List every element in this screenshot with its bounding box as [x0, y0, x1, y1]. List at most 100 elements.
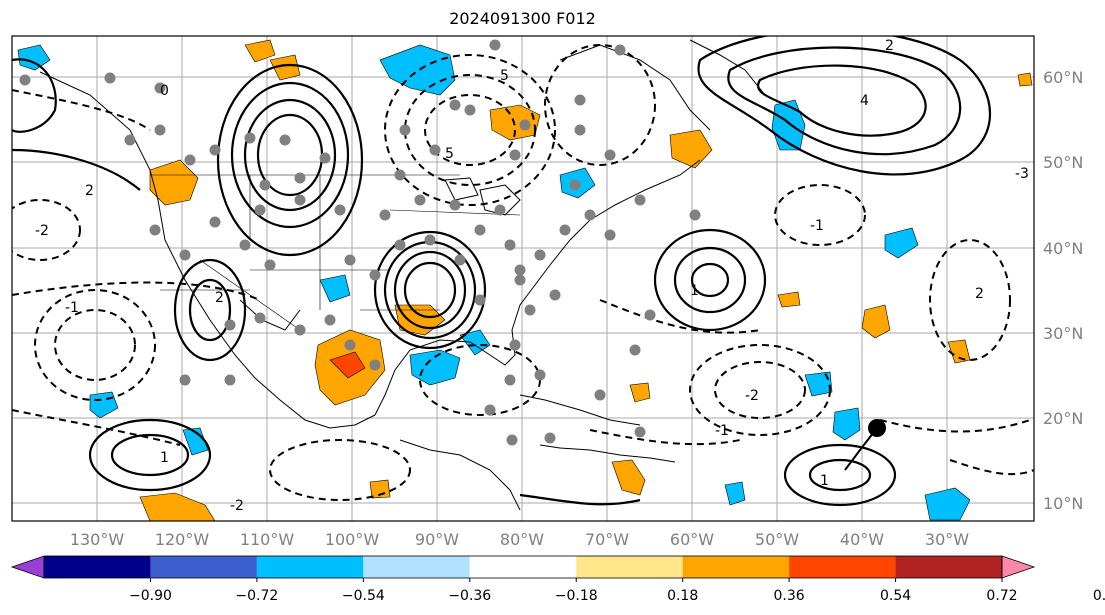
station-dot	[394, 239, 406, 251]
positive-patch	[329, 351, 366, 379]
contour-label: 1	[820, 473, 829, 489]
negative-patch	[17, 44, 51, 71]
latitude-label: 40°N	[1043, 239, 1083, 258]
station-dot	[629, 344, 641, 356]
negative-patch	[459, 329, 491, 356]
station-dot	[224, 319, 236, 331]
colorbar: −0.90 −0.72 −0.54 −0.36 −0.18 0.18 0.36 0.54 0.7…	[10, 555, 1105, 604]
station-dot	[344, 339, 356, 351]
positive-patch	[611, 459, 646, 496]
station-dot	[259, 179, 271, 191]
station-dot	[244, 132, 256, 144]
station-dot	[549, 289, 561, 301]
map-title: 2024091300 F012	[449, 9, 596, 28]
map-area: 0 5 2 -2 -1 1 -2 2 4 -3 5 2 -1 2 1 -2 -1…	[12, 36, 1034, 521]
station-dot	[506, 434, 518, 446]
station-dot	[104, 72, 116, 84]
anomaly-shading	[17, 39, 1033, 521]
positive-patch	[1017, 72, 1033, 87]
colorbar-extend-low	[10, 555, 45, 579]
station-dot	[514, 264, 526, 276]
contour-label: -1	[65, 300, 79, 316]
station-dot	[584, 209, 596, 221]
station-dot	[279, 134, 291, 146]
colorbar-swatch	[256, 556, 364, 578]
station-dot	[604, 229, 616, 241]
negative-patch	[409, 349, 461, 386]
station-dot	[634, 194, 646, 206]
positive-patch	[861, 304, 891, 339]
colorbar-tick-label: −0.90	[129, 588, 172, 604]
station-dot	[414, 194, 426, 206]
colorbar-tick-label: 0.72	[986, 588, 1017, 604]
colorbar-swatch	[44, 556, 151, 578]
longitude-label: 80°W	[500, 530, 544, 549]
latitude-label: 20°N	[1043, 409, 1083, 428]
station-dot	[504, 374, 516, 386]
station-dot	[209, 216, 221, 228]
colorbar-swatch	[363, 556, 470, 578]
contour-label: 2	[85, 183, 94, 199]
coastlines	[39, 39, 766, 511]
station-dot	[224, 374, 236, 386]
colorbar-tick-label: 0.90	[1093, 588, 1105, 604]
longitude-labels: 130°W 120°W 110°W 100°W 90°W 80°W 70°W 6…	[70, 530, 969, 549]
station-dot	[294, 172, 306, 184]
contour-label: 1	[160, 450, 169, 466]
positive-patch	[777, 291, 801, 308]
contour-label: 2	[215, 290, 224, 306]
longitude-label: 50°W	[755, 530, 799, 549]
station-dot	[594, 389, 606, 401]
station-dot	[464, 104, 476, 116]
colorbar-tick-label: −0.72	[235, 588, 278, 604]
contour-labels: 0 5 2 -2 -1 1 -2 2 4 -3 5 2 -1 2 1 -2 -1…	[35, 38, 1029, 514]
station-dot	[124, 134, 136, 146]
station-dot	[209, 144, 221, 156]
station-dot	[319, 152, 331, 164]
contour-label: -1	[810, 218, 824, 234]
longitude-label: 70°W	[585, 530, 629, 549]
station-dot	[604, 149, 616, 161]
station-dot	[154, 82, 166, 94]
station-dot	[494, 204, 506, 216]
station-dot	[19, 74, 31, 86]
station-dot	[534, 369, 546, 381]
positive-patch	[947, 339, 971, 364]
colorbar-extend-high	[1001, 555, 1036, 579]
station-dot	[429, 144, 441, 156]
contour-label: -1	[715, 423, 729, 439]
negative-patch	[724, 481, 746, 506]
station-dot	[644, 309, 656, 321]
station-dot	[344, 254, 356, 266]
station-dot	[519, 119, 531, 131]
colorbar-swatch	[469, 556, 577, 578]
station-dot	[324, 314, 336, 326]
positive-patch	[629, 382, 651, 403]
station-dot	[514, 274, 526, 286]
colorbar-tick-label: 0.54	[880, 588, 911, 604]
station-dot	[394, 169, 406, 181]
station-dot	[294, 194, 306, 206]
station-markers	[19, 39, 701, 446]
latitude-label: 60°N	[1043, 68, 1083, 87]
colorbar-swatch	[682, 556, 790, 578]
station-dot	[179, 249, 191, 261]
colorbar-swatch	[576, 556, 683, 578]
station-dot	[264, 259, 276, 271]
contour-label: -2	[230, 498, 244, 514]
positive-patch	[149, 159, 199, 206]
station-dot	[154, 124, 166, 136]
station-dot	[504, 239, 516, 251]
gridlines	[12, 36, 1034, 521]
positive-patch	[244, 39, 276, 63]
station-dot	[524, 304, 536, 316]
station-dot	[449, 199, 461, 211]
positive-patch	[269, 54, 301, 81]
colorbar-tick-label: −0.18	[555, 588, 598, 604]
contour-label: 4	[860, 93, 869, 109]
station-dot	[239, 239, 251, 251]
latitude-label: 10°N	[1043, 494, 1083, 513]
station-dot	[369, 269, 381, 281]
station-dot	[634, 426, 646, 438]
